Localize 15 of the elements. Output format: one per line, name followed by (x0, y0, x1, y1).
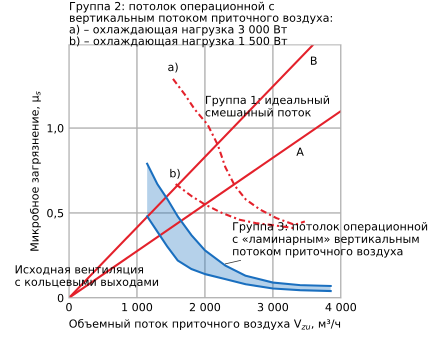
x-axis-title: Объемный поток приточного воздуха V$_{zu}$, м³/ч (69, 319, 340, 330)
x-tick-label: 2 000 (190, 302, 220, 312)
y-tick-label: 0 (58, 294, 64, 302)
x-tick-label: 3 000 (258, 302, 288, 312)
chart-title: Группа 2: потолок операционной с вертикальным потоком приточного воздуха: a) – охлаждающая нагрузка 3 000 Вт b) – охлаждающая нагрузка 1 500 Вт (70, 2, 332, 48)
annotation: B (310, 56, 317, 65)
annotation: a) (168, 62, 178, 72)
y-tick-label: 1,0 (48, 124, 64, 134)
x-tick-label: 4 000 (326, 302, 356, 312)
y-tick-label: 0,5 (47, 208, 64, 218)
y-axis-title: Микробное загрязнение, μ$_{s}$ (30, 91, 41, 251)
annotation: b) (170, 168, 180, 179)
x-tick-label: 1 000 (122, 302, 152, 312)
x-tick-label: 0 (66, 302, 72, 312)
annotation: A (296, 148, 304, 156)
